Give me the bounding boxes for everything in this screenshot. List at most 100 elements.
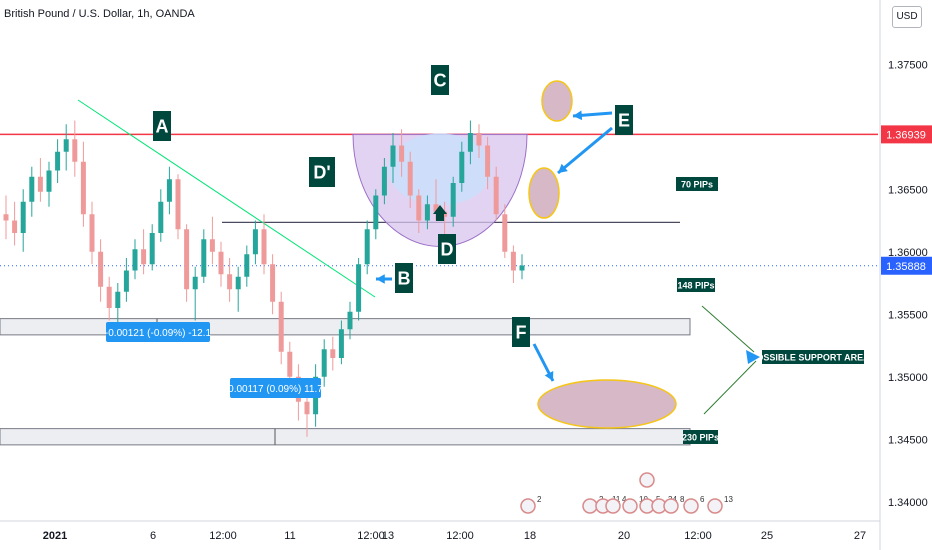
candle[interactable] (55, 151, 61, 171)
candle[interactable] (459, 151, 465, 183)
currency-button[interactable]: USD (892, 6, 922, 28)
event-marker-icon[interactable] (663, 498, 679, 514)
candle[interactable] (287, 351, 293, 377)
candle[interactable] (338, 329, 344, 358)
candle[interactable] (433, 204, 439, 212)
candle[interactable] (63, 139, 69, 152)
label-c-box[interactable] (431, 65, 449, 95)
price-label-text: 1.35888 (886, 261, 926, 273)
candle[interactable] (373, 195, 379, 230)
chart-title: British Pound / U.S. Dollar, 1h, OANDA (4, 8, 195, 20)
candle[interactable] (416, 195, 422, 221)
candle[interactable] (106, 286, 112, 308)
candle[interactable] (235, 276, 241, 290)
candle[interactable] (519, 265, 525, 271)
trend-line[interactable] (77, 99, 376, 298)
label-e: E (618, 110, 630, 130)
candle[interactable] (80, 161, 86, 215)
label-possible-support-box[interactable] (762, 350, 864, 364)
candle[interactable] (476, 133, 482, 146)
candle[interactable] (485, 145, 491, 177)
event-marker-icon[interactable] (520, 498, 536, 514)
candle[interactable] (218, 251, 224, 275)
candle[interactable] (467, 133, 473, 152)
candle[interactable] (244, 254, 250, 277)
label-b-box[interactable] (395, 263, 413, 293)
candle[interactable] (450, 183, 456, 217)
candle[interactable] (390, 145, 396, 167)
event-marker-icon[interactable] (622, 498, 638, 514)
candle[interactable] (347, 311, 353, 330)
ellipse-e-upper[interactable] (541, 80, 573, 122)
label-d-prime-box[interactable] (309, 157, 335, 187)
candle[interactable] (175, 179, 181, 230)
candle[interactable] (201, 239, 207, 277)
event-marker-icon[interactable] (582, 498, 598, 514)
candle[interactable] (209, 239, 215, 252)
candle[interactable] (166, 179, 172, 202)
candle[interactable] (89, 214, 95, 252)
candle[interactable] (37, 176, 43, 192)
label-c: C (434, 70, 447, 90)
candle[interactable] (330, 349, 336, 358)
label-a-box[interactable] (153, 111, 171, 141)
label-148-pips-box[interactable] (677, 278, 715, 292)
candle[interactable] (123, 270, 129, 292)
candle[interactable] (442, 211, 448, 217)
price-label-current (881, 256, 932, 275)
candle[interactable] (141, 249, 147, 265)
label-f: F (516, 322, 527, 342)
candle[interactable] (493, 176, 499, 215)
measure-up: 0.00117 (0.09%) 11.7 (228, 384, 323, 395)
label-70-pips-box[interactable] (676, 177, 718, 191)
label-b: B (398, 268, 411, 288)
event-count: 8 (680, 495, 685, 504)
candle[interactable] (278, 301, 284, 352)
event-marker-icon[interactable] (639, 472, 655, 488)
label-e-box[interactable] (615, 105, 633, 135)
label-230-pips-box[interactable] (683, 430, 718, 444)
x-tick-label: 2021 (43, 530, 67, 542)
label-70-pips: 70 PIPs (681, 180, 713, 190)
candle[interactable] (20, 201, 26, 233)
candle[interactable] (115, 291, 121, 308)
candle[interactable] (381, 166, 387, 196)
ellipse-e-lower[interactable] (528, 167, 560, 219)
candle[interactable] (72, 139, 78, 162)
candle[interactable] (321, 349, 327, 377)
candle[interactable] (158, 201, 164, 233)
candle[interactable] (98, 251, 104, 287)
label-d-box[interactable] (438, 234, 456, 264)
candle[interactable] (510, 251, 516, 271)
arrow-e-lower[interactable] (557, 126, 613, 175)
candle[interactable] (46, 170, 52, 192)
ellipse-f[interactable] (537, 379, 677, 429)
event-marker-icon[interactable] (707, 498, 723, 514)
candle[interactable] (502, 214, 508, 252)
candle[interactable] (364, 229, 370, 265)
candle[interactable] (407, 161, 413, 196)
candle[interactable] (356, 264, 362, 312)
candle[interactable] (399, 145, 405, 162)
candle[interactable] (3, 214, 9, 221)
candle[interactable] (261, 229, 267, 265)
support-zone-upper[interactable] (0, 318, 691, 336)
candle[interactable] (12, 220, 18, 234)
candle[interactable] (132, 249, 138, 271)
measure-up-box[interactable] (230, 378, 321, 398)
candle[interactable] (227, 274, 233, 290)
event-marker-icon[interactable] (683, 498, 699, 514)
candle[interactable] (184, 229, 190, 290)
event-marker-icon[interactable] (605, 498, 621, 514)
candle[interactable] (149, 233, 155, 265)
label-f-box[interactable] (512, 317, 530, 347)
candle[interactable] (270, 264, 276, 302)
support-zone-lower[interactable] (0, 428, 691, 446)
candle[interactable] (192, 276, 198, 290)
candle[interactable] (252, 229, 258, 255)
measure-down-box[interactable] (106, 322, 210, 342)
candle[interactable] (304, 401, 310, 415)
candle[interactable] (424, 204, 430, 221)
candle[interactable] (29, 176, 35, 202)
